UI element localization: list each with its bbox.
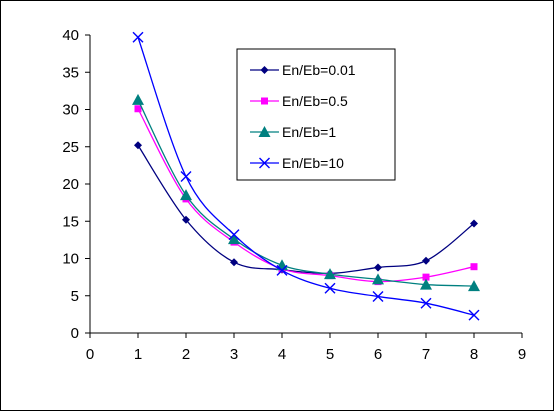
data-point	[420, 278, 432, 290]
legend-item: En/Eb=1	[250, 124, 336, 140]
series-4	[132, 31, 480, 321]
legend-label: En/Eb=0.5	[282, 93, 348, 109]
x-tick-label: 9	[518, 346, 526, 363]
x-tick-label: 3	[230, 346, 238, 363]
x-tick-label: 4	[278, 346, 286, 363]
y-tick-label: 10	[62, 251, 79, 268]
series-line	[137, 37, 475, 316]
data-point	[132, 31, 144, 43]
marker-stroke	[324, 282, 336, 294]
axes: 0 5 10 15 20 25 30 35 40 0 1 2 3 4 5 6 7 8 9	[62, 27, 526, 363]
y-tick-label: 25	[62, 139, 79, 156]
data-point	[468, 280, 480, 292]
legend: En/Eb=0.01 En/Eb=0.5 En/Eb=1 En/Eb=10	[236, 48, 396, 181]
x-tick-label: 2	[182, 346, 190, 363]
data-point	[134, 141, 142, 150]
y-tick-label: 15	[62, 213, 79, 230]
y-tick-label: 35	[62, 64, 79, 81]
data-point	[180, 189, 192, 201]
x-tick-label: 7	[422, 346, 430, 363]
legend-item: En/Eb=0.5	[250, 93, 348, 109]
x-tick-label: 0	[86, 346, 94, 363]
data-point	[134, 105, 142, 113]
marker-stroke	[372, 291, 384, 302]
x-tick-label: 8	[470, 346, 478, 363]
marker-stroke	[468, 309, 480, 321]
data-point	[374, 263, 382, 272]
data-point	[422, 256, 430, 265]
marker-stroke	[180, 171, 192, 183]
x-tick-label: 6	[374, 346, 382, 363]
data-point	[422, 273, 430, 281]
marker-stroke	[276, 264, 288, 276]
y-tick-label: 30	[62, 102, 79, 119]
y-tick-label: 5	[71, 288, 79, 305]
legend-item: En/Eb=0.01	[250, 62, 356, 78]
marker-stroke	[259, 157, 270, 169]
legend-marker	[259, 157, 270, 169]
legend-label: En/Eb=1	[282, 124, 336, 140]
data-point	[228, 233, 240, 245]
y-tick-label: 20	[62, 176, 79, 193]
data-point	[372, 291, 384, 302]
data-point	[132, 93, 144, 105]
data-point	[324, 268, 336, 280]
data-point	[276, 264, 288, 276]
data-point	[372, 273, 384, 285]
legend-item: En/Eb=10	[250, 155, 344, 171]
data-point	[230, 258, 238, 267]
marker-stroke	[228, 229, 240, 241]
data-point	[468, 309, 480, 321]
data-point	[228, 229, 240, 241]
data-point	[420, 297, 432, 309]
legend-label: En/Eb=0.01	[282, 62, 356, 78]
data-point	[180, 171, 192, 183]
series-3	[132, 93, 480, 292]
series-layer	[132, 31, 480, 321]
y-tick-label: 40	[62, 27, 79, 44]
legend-label: En/Eb=10	[282, 155, 344, 171]
marker-stroke	[420, 297, 432, 309]
legend-marker	[258, 126, 271, 137]
data-point	[470, 219, 478, 228]
y-tick-label: 0	[71, 325, 79, 342]
data-point	[182, 215, 190, 224]
data-point	[324, 282, 336, 294]
data-point	[470, 263, 478, 271]
legend-marker	[260, 66, 269, 74]
marker-stroke	[132, 31, 144, 43]
x-tick-label: 5	[326, 346, 334, 363]
legend-marker	[261, 97, 268, 105]
x-tick-label: 1	[134, 346, 142, 363]
